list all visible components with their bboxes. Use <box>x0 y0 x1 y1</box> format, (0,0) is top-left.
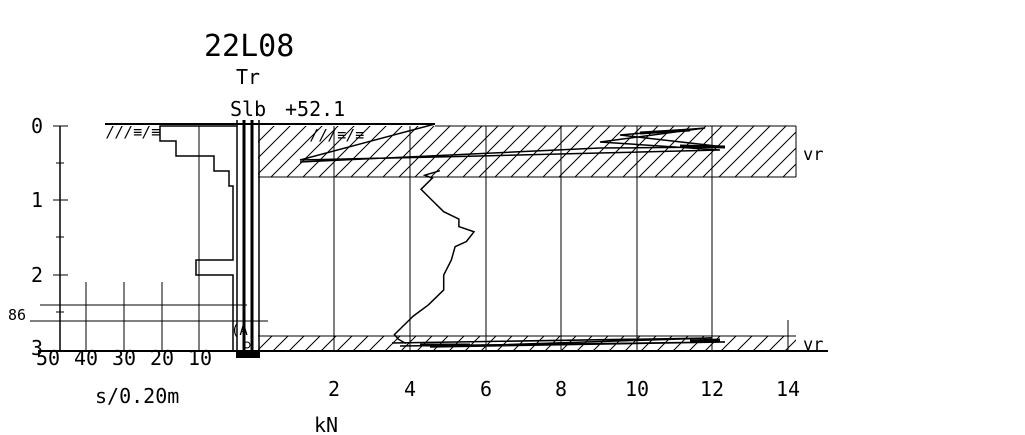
force-tick-label: 10 <box>625 377 649 401</box>
depth-tick-label: 2 <box>31 263 43 287</box>
blow-unit-label: s/0.20m <box>95 384 179 408</box>
method-label: Tr <box>236 65 260 89</box>
force-curve <box>393 169 476 345</box>
surface-symbol-right: ///≡/≡ <box>310 126 364 144</box>
layer-label-top: vr <box>803 145 823 165</box>
blow-tick-label: 10 <box>188 346 212 370</box>
force-grid <box>333 126 789 352</box>
depth-axis: 0 1 2 3 <box>31 114 68 360</box>
sounding-label: Slb <box>230 97 266 121</box>
force-tick-label: 12 <box>700 377 724 401</box>
blow-tick-label: 30 <box>112 346 136 370</box>
probe-marker: (A) <box>231 323 256 339</box>
force-curve-top-layer <box>299 123 726 163</box>
groundwater-marker: 86 <box>8 304 268 324</box>
blow-count-profile: 50 40 30 20 10 s/0.20m <box>36 125 237 408</box>
force-tick-label: 6 <box>480 377 492 401</box>
top-layer-trace-bold <box>639 128 726 149</box>
force-tick-label: 4 <box>404 377 416 401</box>
rod-base <box>236 351 260 358</box>
surface-symbol-left: ///≡/≡ <box>106 123 160 141</box>
force-tick-label: 14 <box>776 377 800 401</box>
depth-tick-label: 1 <box>31 188 43 212</box>
force-tick-label: 2 <box>328 377 340 401</box>
depth-tick-label: 0 <box>31 114 43 138</box>
force-curve-bottom-layer <box>391 337 726 348</box>
elevation-label: +52.1 <box>285 97 345 121</box>
blow-count-steps <box>159 125 237 351</box>
blow-tick-label: 50 <box>36 346 60 370</box>
layer-label-bottom: vr <box>803 335 823 355</box>
force-tick-label: 8 <box>555 377 567 401</box>
force-axis: 2 4 6 8 10 12 14 kN <box>314 377 800 435</box>
groundwater-label: 86 <box>8 306 26 324</box>
sounding-rod: (A) <box>231 120 260 358</box>
site-id: 22L08 <box>204 29 294 64</box>
top-layer-trace <box>299 123 726 163</box>
force-unit-label: kN <box>314 413 338 435</box>
depth-tick-label: 3 <box>31 336 43 360</box>
blow-tick-label: 20 <box>150 346 174 370</box>
bottom-layer-trace-bold <box>420 338 721 347</box>
bottom-layer-trace <box>391 337 726 348</box>
blow-tick-label: 40 <box>74 346 98 370</box>
rod-tip-circle <box>243 341 251 349</box>
